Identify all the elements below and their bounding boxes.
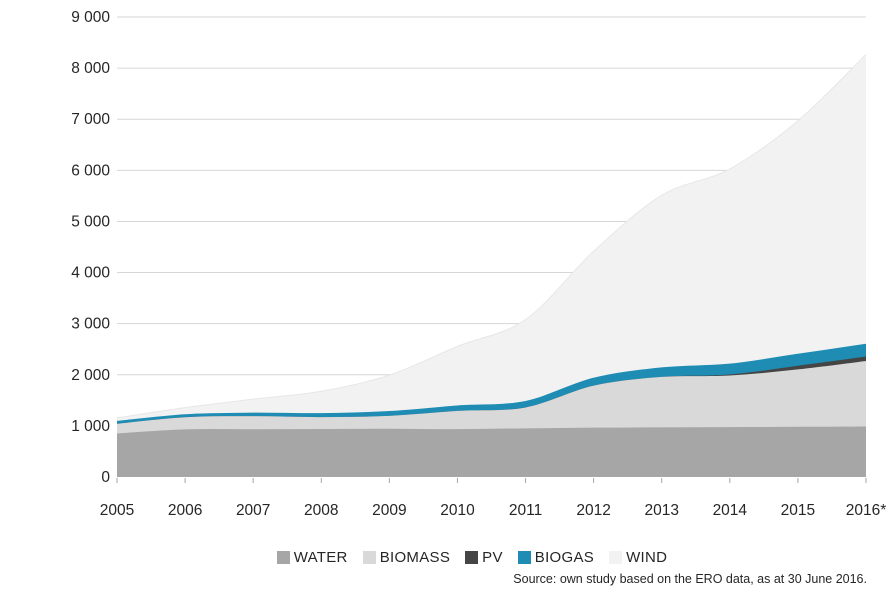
x-axis-label: 2005	[100, 502, 134, 519]
x-axis-label: 2008	[304, 502, 338, 519]
legend-item-biogas: BIOGAS	[517, 548, 595, 566]
legend-label-wind: WIND	[626, 548, 668, 566]
water-swatch-icon	[276, 550, 290, 564]
y-axis-label: 8 000	[71, 60, 110, 77]
legend-label-water: WATER	[293, 548, 348, 566]
x-axis-label: 2011	[509, 502, 542, 519]
legend-label-biomass: BIOMASS	[379, 548, 451, 566]
legend-label-biogas: BIOGAS	[534, 548, 595, 566]
x-axis-label: 2016*	[846, 502, 887, 519]
legend-item-biomass: BIOMASS	[362, 548, 451, 566]
y-axis-label: 9 000	[71, 9, 110, 26]
biomass-swatch-icon	[362, 550, 376, 564]
y-axis-label: 1 000	[71, 418, 110, 435]
wind-swatch-icon	[609, 550, 623, 564]
area-water	[117, 426, 866, 477]
y-axis-label: 3 000	[71, 316, 110, 333]
x-axis-label: 2012	[576, 502, 610, 519]
legend-item-wind: WIND	[609, 549, 667, 566]
x-axis-label: 2015	[781, 502, 815, 519]
wind-top-line	[116, 54, 867, 419]
x-axis-label: 2009	[372, 502, 406, 519]
legend-item-water: WATER	[276, 548, 348, 566]
y-axis-label: 2 000	[71, 367, 110, 384]
x-axis-label: 2007	[236, 502, 270, 519]
y-axis-label: 5 000	[71, 213, 110, 230]
x-axis-label: 2006	[168, 502, 202, 519]
x-axis-label: 2013	[644, 502, 678, 519]
y-axis-label: 6 000	[71, 162, 110, 179]
y-axis-label: 0	[101, 469, 110, 486]
biogas-top-line	[116, 343, 867, 424]
biogas-swatch-icon	[517, 550, 531, 564]
x-axis-label: 2014	[713, 502, 748, 519]
legend-label-pv: PV	[482, 548, 503, 566]
chart-legend: WATER BIOMASS PV BIOGAS WIND	[28, 544, 888, 570]
x-axis-label: 2010	[440, 502, 475, 519]
y-axis-label: 4 000	[71, 265, 110, 282]
chart-canvas: 0 1 000 2 000 3 000 4 000 5 000 6 000 7 000 8 00…	[71, 9, 887, 519]
source-note: Source: own study based on the ERO data,…	[513, 572, 867, 586]
legend-item-pv: PV	[465, 549, 503, 566]
stacked-area-chart: 0 1 000 2 000 3 000 4 000 5 000 6 000 7 000 8 00…	[71, 9, 887, 519]
y-axis-label: 7 000	[71, 111, 110, 128]
pv-swatch-icon	[465, 550, 479, 564]
